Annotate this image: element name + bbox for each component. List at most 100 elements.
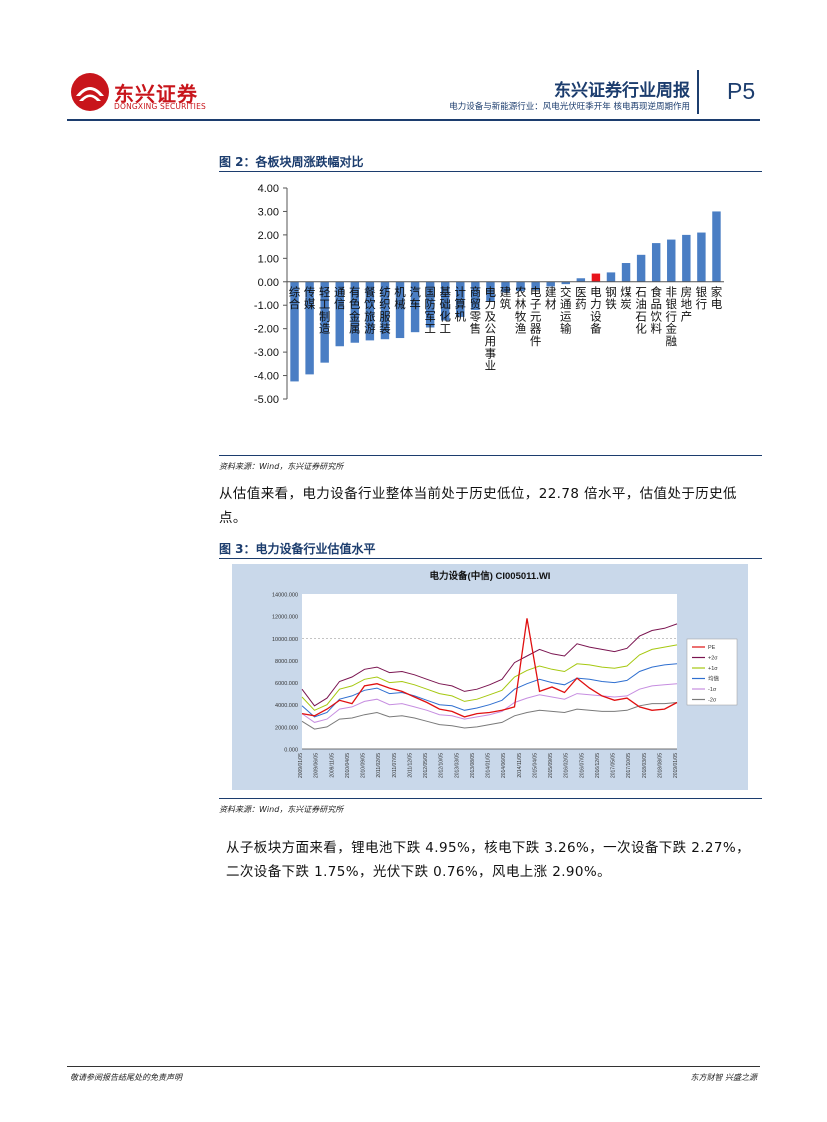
x-tick-label: 2015/09/05 (548, 753, 554, 778)
category-label: 电力及公用事业 (485, 286, 497, 373)
category-label: 钢铁 (605, 286, 617, 311)
bar (425, 281, 435, 328)
bar (667, 239, 676, 282)
figure2-source: 资料来源：Wind，东兴证券研究所 (219, 462, 344, 471)
figure3-source: 资料来源：Wind，东兴证券研究所 (219, 805, 344, 814)
figure3-top-rule (219, 558, 762, 559)
x-tick-label: 2014/06/05 (501, 753, 507, 778)
category-label: 建材 (545, 285, 557, 311)
category-label: 通信 (334, 286, 346, 311)
logo-name-cn: 东兴证券 (114, 82, 198, 106)
y-tick-label: 2.00 (258, 230, 279, 242)
legend-label: +2σ (708, 656, 718, 662)
bar (441, 281, 450, 321)
figure3-bottom-rule (219, 798, 762, 799)
bar (546, 281, 555, 287)
valuation-paragraph: 从估值来看，电力设备行业整体当前处于历史低位，22.78 倍水平，估值处于历史低… (219, 486, 737, 526)
legend-label: -2σ (708, 698, 717, 704)
x-tick-label: 2016/07/05 (579, 753, 585, 778)
bar (365, 281, 375, 341)
report-subtitle: 电力设备与新能源行业：风电光伏旺季开年 核电再现逆周期作用 (449, 102, 690, 112)
category-label: 食品饮料 (650, 285, 662, 336)
bar (305, 281, 314, 375)
bar (636, 254, 646, 282)
y-tick-label: -5.00 (254, 394, 279, 406)
category-label: 电力设备 (590, 286, 602, 336)
category-label: 基础化工 (439, 286, 451, 336)
figure3-title: 图 3：电力设备行业估值水平 (219, 542, 376, 556)
y-tick-label: 0.000 (284, 748, 298, 754)
category-label: 纺织服装 (379, 285, 391, 336)
bar (591, 273, 601, 282)
report-title: 东兴证券行业周报 (554, 81, 690, 101)
category-label: 商贸零售 (470, 285, 482, 336)
bar (531, 281, 540, 290)
y-tick-label: 14000.000 (272, 593, 298, 599)
bar (576, 278, 586, 282)
x-tick-label: 2015/04/05 (532, 753, 538, 778)
y-tick-label: -1.00 (254, 300, 279, 312)
bar (501, 281, 510, 293)
bar (697, 232, 706, 282)
category-label: 交通运输 (560, 285, 572, 336)
legend-label: PE (708, 645, 716, 651)
category-label: 国防军工 (424, 286, 436, 336)
bar (651, 243, 661, 282)
category-label: 建筑 (500, 285, 512, 311)
x-tick-label: 2018/03/05 (642, 753, 648, 778)
y-tick-label: 4.00 (258, 183, 279, 195)
footer-disclaimer-note: 敬请参阅报告结尾处的免责声明 (70, 1073, 182, 1082)
x-tick-label: 2012/05/05 (423, 753, 429, 778)
x-tick-label: 2016/02/05 (564, 753, 570, 778)
y-tick-label: 0.00 (258, 277, 279, 289)
y-tick-label: 1.00 (258, 253, 279, 265)
x-tick-label: 2013/08/05 (470, 753, 476, 778)
category-label: 综合 (289, 285, 301, 311)
logo-name-en: DONGXING SECURITIES (114, 102, 206, 111)
category-label: 机械 (394, 285, 406, 311)
x-tick-label: 2019/01/05 (673, 753, 679, 778)
series-line (301, 623, 678, 707)
page-number: P5 (727, 78, 756, 104)
x-tick-label: 2016/12/05 (595, 753, 601, 778)
dongxing-logo-icon (71, 73, 109, 111)
y-tick-label: 10000.000 (272, 637, 298, 643)
x-tick-label: 2009/01/05 (298, 753, 304, 778)
x-tick-label: 2011/07/05 (392, 753, 398, 778)
subsector-paragraph-line1: 从子板块方面来看，锂电池下跌 4.95%，核电下跌 3.26%，一次设备下跌 2… (226, 840, 751, 856)
category-label: 农林牧渔 (515, 285, 527, 336)
bar (561, 281, 570, 285)
x-tick-label: 2010/04/05 (345, 753, 351, 778)
x-tick-label: 2013/03/05 (454, 753, 460, 778)
bar (606, 272, 616, 282)
header-rule (67, 119, 760, 121)
x-tick-label: 2011/12/05 (407, 753, 413, 778)
footer-rule (67, 1066, 760, 1067)
bar (290, 281, 299, 382)
category-label: 房地产 (681, 286, 693, 324)
y-tick-label: 8000.000 (275, 659, 298, 665)
series-line (301, 702, 678, 730)
series-line (301, 683, 678, 723)
y-tick-label: 6000.000 (275, 681, 298, 687)
legend-box (686, 638, 738, 706)
bar (410, 281, 420, 333)
category-label: 餐饮旅游 (364, 285, 376, 336)
category-label: 银行 (696, 285, 708, 311)
x-tick-label: 2017/10/05 (626, 753, 632, 778)
bar (350, 281, 360, 343)
category-label: 非银行金融 (666, 286, 678, 348)
pe-valuation-band-chart: 电力设备(中信) CI005011.WI 0.000 2000.000 4000.00… (232, 564, 748, 790)
bar (682, 234, 691, 282)
category-label: 传媒 (304, 285, 316, 311)
x-tick-label: 2017/05/05 (611, 753, 617, 778)
sector-weekly-change-bar-chart: 4.00 3.00 2.00 1.00 0.00 -1.00 -2.00 -3.00 -4.00… (254, 183, 724, 406)
figure2-title: 图 2：各板块周涨跌幅对比 (219, 155, 364, 169)
bar (621, 263, 631, 282)
legend-label: +1σ (708, 666, 718, 672)
y-tick-label: 2000.000 (275, 725, 298, 731)
legend-label: -1σ (708, 687, 717, 693)
header-divider (697, 70, 699, 114)
category-label: 煤炭 (620, 286, 632, 311)
series-line (301, 618, 678, 718)
